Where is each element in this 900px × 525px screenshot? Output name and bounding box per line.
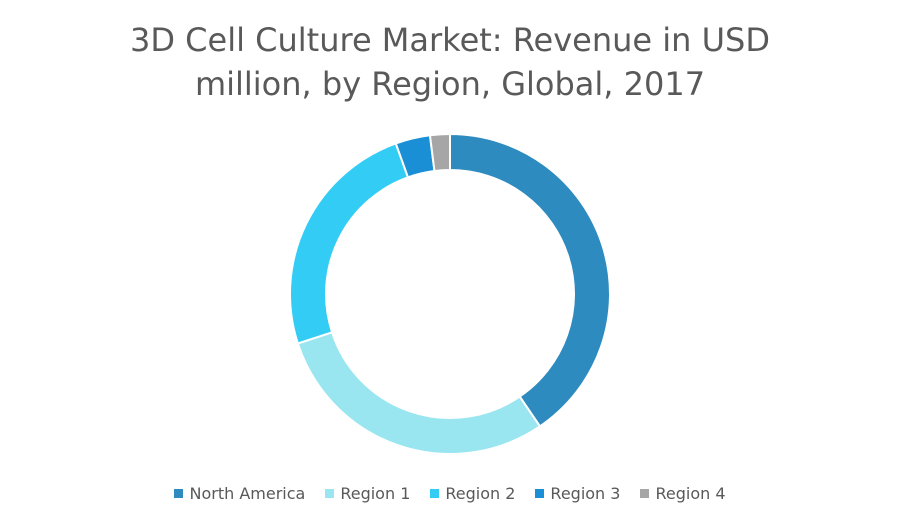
donut-slice-region-2 xyxy=(289,142,410,345)
legend-item-region-1: Region 1 xyxy=(325,484,410,503)
legend-label: Region 4 xyxy=(655,484,726,503)
chart-title-line-2: million, by Region, Global, 2017 xyxy=(194,65,706,103)
legend-item-north-america: North America xyxy=(174,484,305,503)
chart-title: 3D Cell Culture Market: Revenue in USD m… xyxy=(0,18,900,106)
legend-item-region-3: Region 3 xyxy=(535,484,620,503)
legend-item-region-4: Region 4 xyxy=(640,484,726,503)
legend-swatch xyxy=(640,489,650,498)
legend-label: North America xyxy=(189,484,306,503)
chart-title-line-1: 3D Cell Culture Market: Revenue in USD xyxy=(129,21,770,59)
legend-label: Region 3 xyxy=(550,484,621,503)
donut-slice-region-1 xyxy=(296,331,542,455)
legend-item-region-2: Region 2 xyxy=(430,484,515,503)
legend-label: Region 1 xyxy=(340,484,411,503)
legend-swatch xyxy=(430,489,440,498)
chart-legend: North America Region 1 Region 2 Region 3 Reg… xyxy=(0,484,900,503)
legend-swatch xyxy=(535,489,545,498)
legend-swatch xyxy=(174,489,184,498)
legend-swatch xyxy=(325,489,335,498)
donut-slice-north-america xyxy=(449,132,611,428)
legend-label: Region 2 xyxy=(445,484,516,503)
donut-slice-region-4 xyxy=(428,132,451,173)
